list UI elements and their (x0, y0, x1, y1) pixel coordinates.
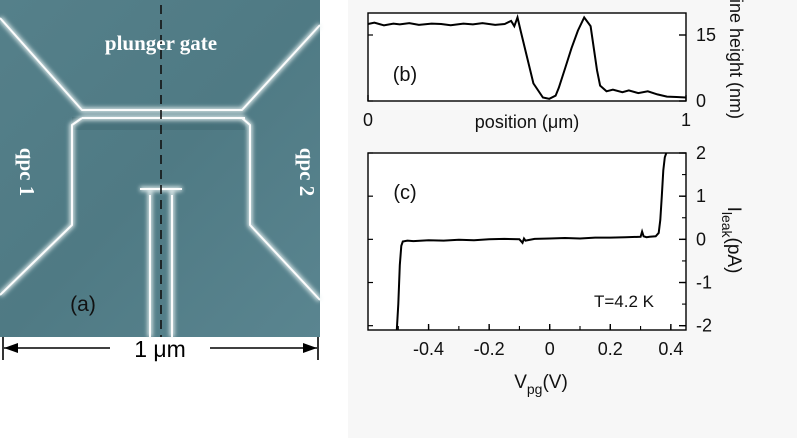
chart-c-ylabel: Ileak(pA) (719, 207, 744, 274)
chart-c-series-line (395, 152, 668, 331)
chart-b-xtick-label: 0 (363, 110, 373, 130)
chart-c-ytick-label: 1 (696, 186, 706, 206)
chart-b-ytick-label: 15 (696, 25, 716, 45)
scale-bar-label: 1 μm (134, 336, 186, 362)
chart-b-ylabel: line height (nm) (726, 0, 746, 119)
chart-c-ytick-label: 0 (696, 229, 706, 249)
chart-b-xtick-label: 1 (681, 110, 691, 130)
chart-c-xtick-label: -0.4 (413, 339, 444, 359)
chart-c-panel-label: (c) (393, 182, 416, 204)
chart-c-ytick-label: -1 (696, 273, 712, 293)
chart-b-series-line (367, 13, 687, 100)
chart-b-ytick-label: 0 (696, 91, 706, 111)
chart-c-annotation: T=4.2 K (594, 292, 655, 311)
chart-c-xtick-label: 0.4 (658, 339, 683, 359)
chart-c: -0.4 -0.2 0 0.2 0.4 -2 -1 0 1 2 (c) T=4.2 K Vpg(V… (367, 143, 744, 397)
chart-c-xtick-label: -0.2 (474, 339, 505, 359)
panel-a-micrograph (0, 0, 322, 337)
chart-c-xtick-label: 0.2 (598, 339, 623, 359)
chart-b-panel-label: (b) (393, 64, 417, 86)
panel-a-label: (a) (70, 293, 96, 316)
chart-c-xlabel: Vpg(V) (514, 372, 568, 397)
chart-c-ytick-label: -2 (696, 316, 712, 336)
label-qpc-2: qpc 2 (295, 148, 319, 196)
scale-bar (2, 337, 319, 360)
chart-b-xlabel: position (μm) (475, 112, 579, 132)
chart-c-ytick-label: 2 (696, 143, 706, 163)
label-plunger-gate: plunger gate (105, 31, 217, 55)
chart-c-xtick-label: 0 (545, 339, 555, 359)
label-qpc-1: qpc 1 (15, 148, 39, 196)
